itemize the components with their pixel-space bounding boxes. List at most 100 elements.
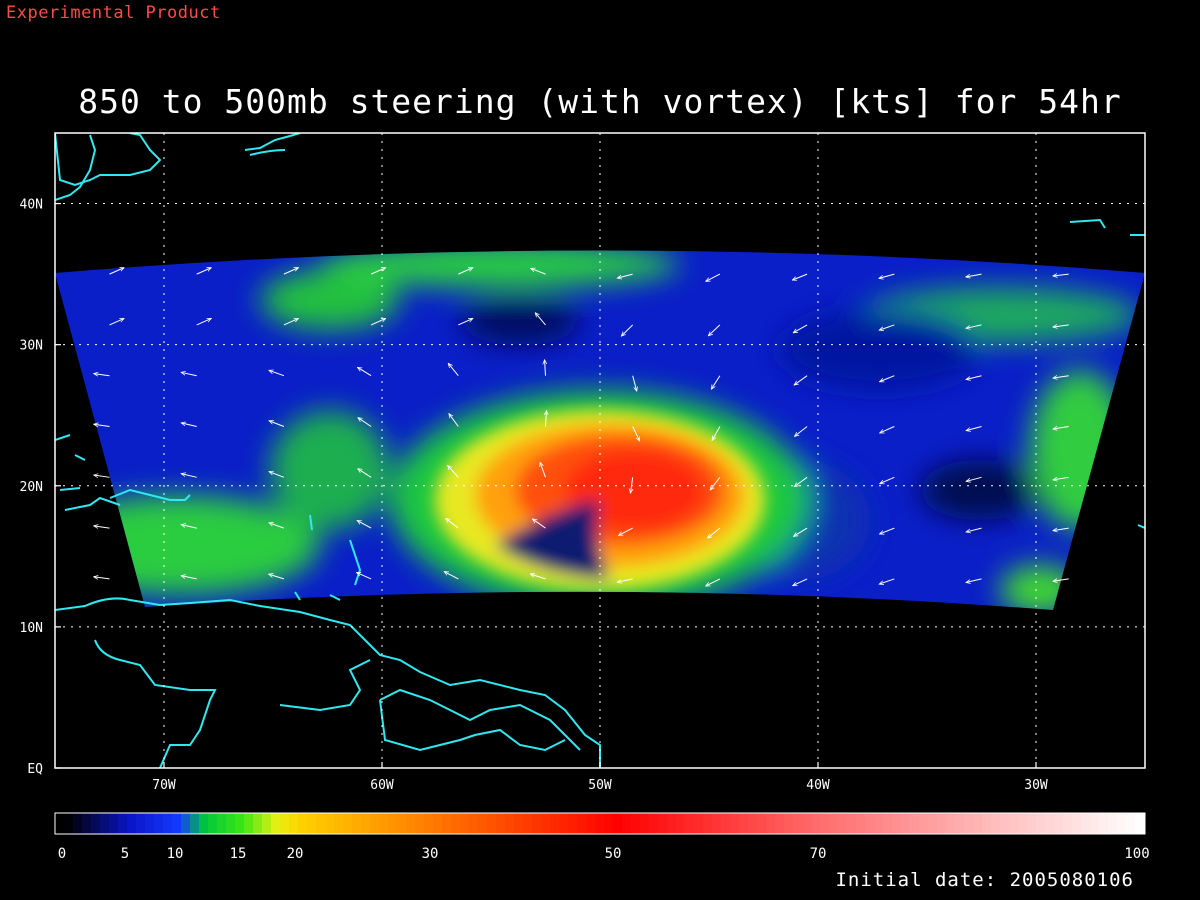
colorbar-swatch	[658, 813, 668, 834]
lon-tick-label: 50W	[588, 778, 612, 793]
steering-arrow	[617, 273, 633, 278]
steering-arrow	[794, 476, 808, 486]
colorbar-swatch	[1027, 813, 1037, 834]
colorbar-swatch	[541, 813, 551, 834]
steering-arrow	[181, 423, 197, 427]
colorbar-swatch	[496, 813, 506, 834]
colorbar-swatch	[433, 813, 443, 834]
steering-arrow	[446, 518, 459, 529]
colorbar-swatch	[226, 813, 236, 834]
colorbar-tick-label: 5	[121, 846, 129, 862]
steering-arrow	[1053, 274, 1069, 276]
steering-arrow	[94, 526, 110, 528]
steering-arrow	[621, 324, 634, 336]
steering-arrow	[458, 317, 473, 326]
colorbar-swatch	[730, 813, 740, 834]
colorbar-swatch	[271, 813, 281, 834]
steering-arrow	[530, 574, 546, 580]
colorbar-swatch	[820, 813, 830, 834]
colorbar-swatch	[703, 813, 713, 834]
graticule	[55, 133, 1145, 768]
steering-arrow	[880, 426, 895, 434]
steering-arrow	[1053, 376, 1069, 378]
steering-arrow	[1053, 527, 1069, 531]
steering-arrow	[879, 578, 895, 584]
colorbar-swatch	[244, 813, 254, 834]
colorbar-swatch	[901, 813, 911, 834]
colorbar-swatch	[856, 813, 866, 834]
steering-arrow	[370, 317, 386, 326]
steering-arrow	[269, 370, 285, 377]
steering-arrow	[356, 571, 372, 580]
colorbar-swatch	[217, 813, 227, 834]
steering-arrow	[181, 576, 197, 580]
colorbar-swatch	[775, 813, 785, 834]
steering-arrow	[710, 477, 721, 490]
steering-arrow	[793, 578, 808, 587]
colorbar-swatch	[145, 813, 155, 834]
colorbar-swatch	[667, 813, 677, 834]
colorbar-swatch	[1009, 813, 1019, 834]
colorbar-frame	[54, 812, 1146, 835]
steering-arrow	[269, 472, 285, 478]
colorbar-swatch	[793, 813, 803, 834]
colorbar-swatch	[406, 813, 416, 834]
colorbar-swatch	[802, 813, 812, 834]
colorbar-tick-label: 100	[1124, 846, 1149, 862]
colorbar-swatch	[55, 813, 65, 834]
latitude-axis: EQ 10N 20N 30N 40N	[20, 198, 61, 777]
steering-arrow	[181, 525, 197, 529]
steering-arrow	[792, 273, 808, 280]
colorbar-tick-label: 70	[810, 846, 827, 862]
lat-tick-label: 10N	[20, 621, 43, 636]
steering-arrow	[370, 267, 386, 275]
colorbar-swatch	[415, 813, 425, 834]
longitude-axis: 70W 60W 50W 40W 30W	[152, 762, 1048, 793]
colorbar-swatch	[712, 813, 722, 834]
colorbar-swatch	[199, 813, 209, 834]
steering-arrow	[196, 267, 212, 275]
colorbar-swatch	[883, 813, 893, 834]
colorbar-swatch	[946, 813, 956, 834]
steering-arrow	[94, 424, 110, 426]
colorbar-swatch	[532, 813, 542, 834]
steering-arrow	[196, 317, 212, 326]
colorbar-swatch	[685, 813, 695, 834]
steering-arrow	[879, 273, 895, 278]
colorbar-swatch	[694, 813, 704, 834]
steering-arrow	[94, 374, 110, 376]
colorbar-swatch	[1045, 813, 1055, 834]
colorbar-swatch	[388, 813, 398, 834]
colorbar-swatch	[1135, 813, 1145, 834]
steering-arrow	[545, 360, 546, 376]
steering-arrow	[966, 426, 982, 431]
steering-vectors	[94, 267, 1069, 587]
colorbar-swatch	[424, 813, 434, 834]
wind-speed-shading	[55, 250, 1145, 610]
colorbar-swatch	[1018, 813, 1028, 834]
colorbar-swatch	[928, 813, 938, 834]
colorbar-swatch	[829, 813, 839, 834]
colorbar-swatch	[181, 813, 191, 834]
colorbar-swatch	[1036, 813, 1046, 834]
colorbar-swatch	[397, 813, 407, 834]
colorbar-swatch	[379, 813, 389, 834]
colorbar-swatch	[559, 813, 569, 834]
steering-arrow	[358, 469, 372, 478]
lat-tick-label: EQ	[27, 762, 43, 777]
colorbar-swatch	[1090, 813, 1100, 834]
initial-date-label: Initial date: 2005080106	[835, 869, 1134, 891]
steering-arrow	[706, 273, 721, 282]
colorbar-swatch	[253, 813, 263, 834]
colorbar-swatch	[622, 813, 632, 834]
steering-arrow	[449, 414, 459, 427]
steering-arrow	[793, 527, 808, 536]
steering-arrow	[269, 523, 285, 529]
colorbar-swatch	[325, 813, 335, 834]
colorbar-swatch	[505, 813, 515, 834]
colorbar-swatch	[109, 813, 119, 834]
lat-tick-label: 30N	[20, 339, 43, 354]
steering-arrow	[711, 375, 721, 390]
steering-arrow	[707, 527, 721, 538]
